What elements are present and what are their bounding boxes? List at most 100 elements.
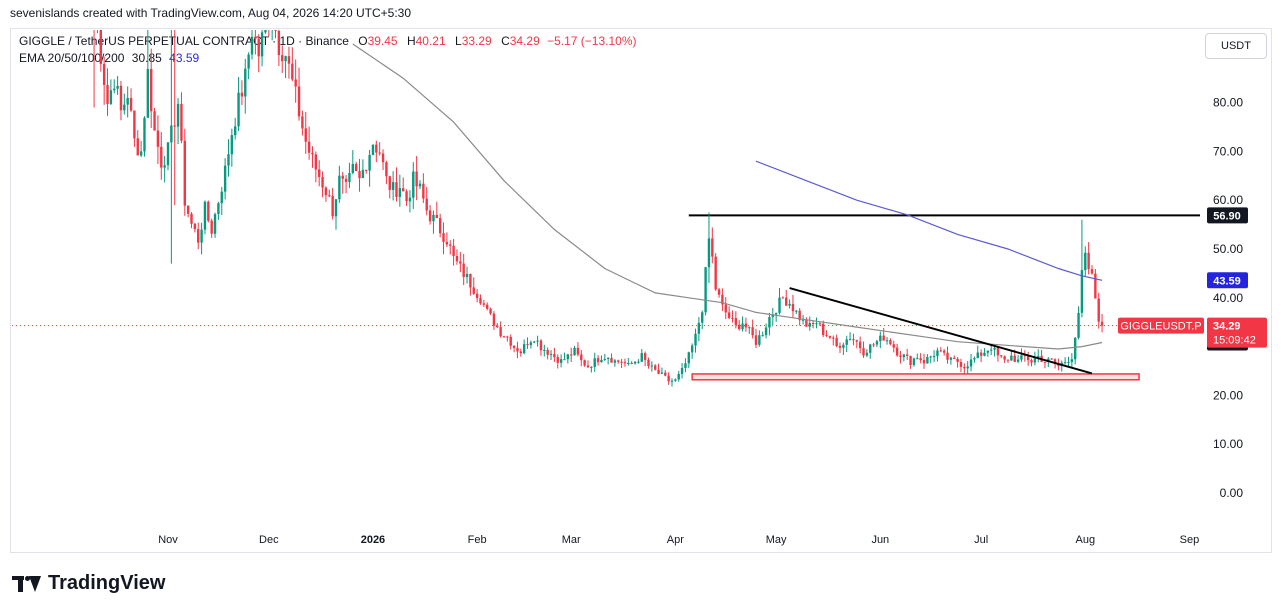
y-tick-label: 50.00 — [1213, 242, 1243, 256]
candle-body — [990, 349, 993, 351]
candle-body — [499, 327, 502, 337]
candle-body — [734, 318, 738, 325]
tradingview-logo[interactable]: TradingView — [12, 572, 165, 595]
candle-body — [761, 335, 764, 337]
candle-body — [697, 322, 701, 334]
x-tick-label: Jul — [974, 534, 988, 546]
candle-body — [371, 144, 375, 155]
candle-body — [324, 187, 328, 196]
candle-body — [536, 340, 539, 342]
candle-body — [106, 84, 109, 104]
candle-body — [764, 327, 768, 336]
candle-body — [146, 68, 150, 118]
candle-body — [368, 154, 371, 171]
candle-body — [670, 380, 674, 382]
candle-body — [983, 352, 986, 356]
candle-body — [667, 375, 670, 382]
candle-body — [848, 339, 852, 341]
x-tick-label: Mar — [562, 534, 581, 546]
candle-body — [1030, 360, 1033, 363]
candle-body — [1070, 359, 1074, 363]
x-tick-label: Nov — [158, 534, 178, 546]
candle-body — [230, 135, 234, 155]
ema-value-1: 30.85 — [131, 51, 162, 65]
candle-body — [788, 303, 791, 306]
candle-body — [1013, 355, 1016, 362]
candle-body — [328, 195, 331, 197]
candle-body — [351, 163, 354, 173]
candle-body — [428, 210, 432, 222]
candle-body — [835, 338, 838, 346]
candle-body — [919, 358, 922, 361]
candle-body — [321, 176, 324, 188]
ema-legend: EMA 20/50/100/200 30.85 43.59 — [19, 51, 199, 65]
candle-body — [996, 347, 1000, 356]
candle-body — [502, 336, 506, 338]
candle-body — [361, 169, 365, 179]
candle-body — [758, 335, 761, 345]
candle-body — [341, 175, 344, 179]
candle-body — [882, 335, 885, 341]
candle-body — [143, 117, 146, 152]
candle-body — [543, 349, 546, 351]
candle-body — [375, 144, 378, 153]
candle-body — [126, 98, 129, 105]
candle-body — [1063, 362, 1067, 364]
candle-body — [526, 344, 529, 346]
candle-body — [307, 141, 311, 153]
candle-body — [606, 357, 610, 359]
candle-body — [818, 323, 822, 325]
candle-body — [754, 335, 758, 345]
candle-body — [388, 176, 391, 190]
candle-body — [785, 297, 788, 306]
candle-body — [1090, 269, 1094, 274]
candle-body — [946, 352, 949, 360]
descending-trendline — [789, 287, 1093, 375]
candle-body — [647, 359, 650, 367]
currency-button[interactable]: USDT — [1205, 33, 1267, 59]
ema-label[interactable]: EMA 20/50/100/200 — [19, 51, 125, 65]
candle-body — [301, 116, 304, 129]
candle-body — [838, 345, 842, 348]
candle-body — [963, 366, 966, 369]
candle-body — [1100, 321, 1104, 326]
candle-body — [795, 310, 798, 312]
candle-body — [774, 312, 778, 315]
candle-body — [872, 344, 875, 346]
candle-body — [633, 361, 637, 364]
low-value: 33.29 — [461, 34, 492, 48]
candle-body — [684, 363, 687, 368]
candle-body — [113, 88, 116, 91]
symbol-tag-box — [1118, 317, 1204, 334]
candle-body — [203, 201, 207, 230]
candle-body — [862, 348, 865, 356]
candle-body — [96, 5, 98, 27]
candle-body — [1016, 359, 1020, 362]
candle-body — [1097, 298, 1100, 322]
candle-body — [334, 199, 338, 217]
candle-body — [858, 341, 862, 349]
candle-body — [973, 358, 976, 360]
y-tick-label: 60.00 — [1213, 193, 1243, 207]
candle-body — [254, 36, 257, 39]
candle-body — [415, 171, 418, 187]
candle-body — [1003, 356, 1006, 360]
candle-body — [210, 220, 213, 234]
candle-body — [566, 354, 570, 360]
candle-body — [405, 191, 408, 202]
candle-body — [573, 347, 576, 356]
candle-body — [365, 169, 368, 171]
candle-body — [304, 128, 307, 142]
candle-body — [186, 205, 190, 214]
candle-body — [590, 366, 593, 368]
candle-body — [744, 323, 748, 328]
candle-body — [402, 188, 405, 192]
candle-body — [442, 233, 445, 242]
candle-body — [677, 373, 680, 380]
candle-body — [1067, 362, 1070, 364]
candle-body — [613, 360, 617, 363]
candle-body — [344, 178, 348, 182]
candle-body — [311, 152, 314, 155]
candle-body — [583, 360, 586, 366]
